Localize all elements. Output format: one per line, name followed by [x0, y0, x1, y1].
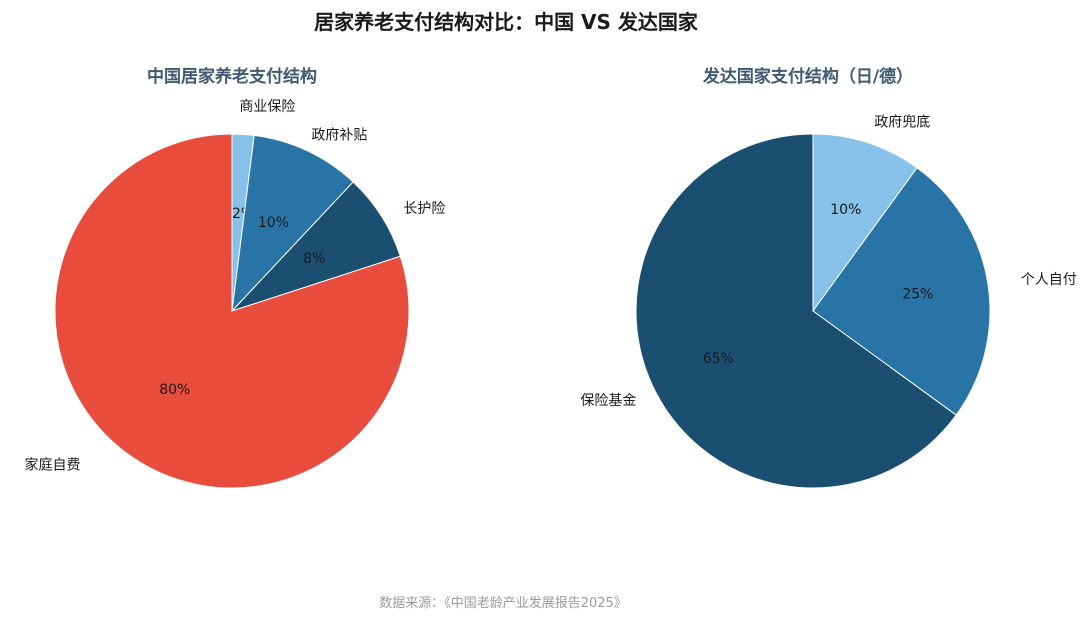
data-source: 数据来源：《中国老龄产业发展报告2025》 [379, 595, 627, 611]
slice-percent-label: 80% [159, 382, 190, 398]
slice-category-label: 商业保险 [239, 99, 295, 115]
pie-slice [635, 133, 957, 489]
slice-category-label: 政府兜底 [874, 115, 930, 131]
pie-china-title: 中国居家养老支付结构 [147, 66, 317, 87]
pie-slice [231, 181, 401, 312]
slice-category-label: 家庭自费 [25, 456, 81, 473]
pie-slice [812, 167, 991, 416]
pie-slice [54, 133, 410, 489]
pie-developed-title: 发达国家支付结构（日/德） [702, 66, 913, 87]
slice-category-label: 长护险 [403, 201, 445, 217]
figure-title: 居家养老支付结构对比：中国 VS 发达国家 [314, 10, 699, 34]
slice-percent-label: 10% [258, 215, 289, 231]
slice-category-label: 个人自付 [1021, 272, 1077, 288]
slice-percent-label: 25% [902, 286, 933, 302]
slice-percent-label: 65% [703, 351, 734, 367]
slice-category-label: 政府补贴 [311, 128, 367, 144]
slice-category-label: 保险基金 [580, 392, 636, 409]
pie-slice [231, 134, 354, 313]
pie-slice [812, 133, 918, 313]
slice-percent-label: 10% [830, 202, 861, 218]
slice-percent-label: 8% [303, 251, 325, 267]
pie-developed: 10% 政府兜底 25% 个人自付 65% 保险基金 [580, 115, 1077, 489]
